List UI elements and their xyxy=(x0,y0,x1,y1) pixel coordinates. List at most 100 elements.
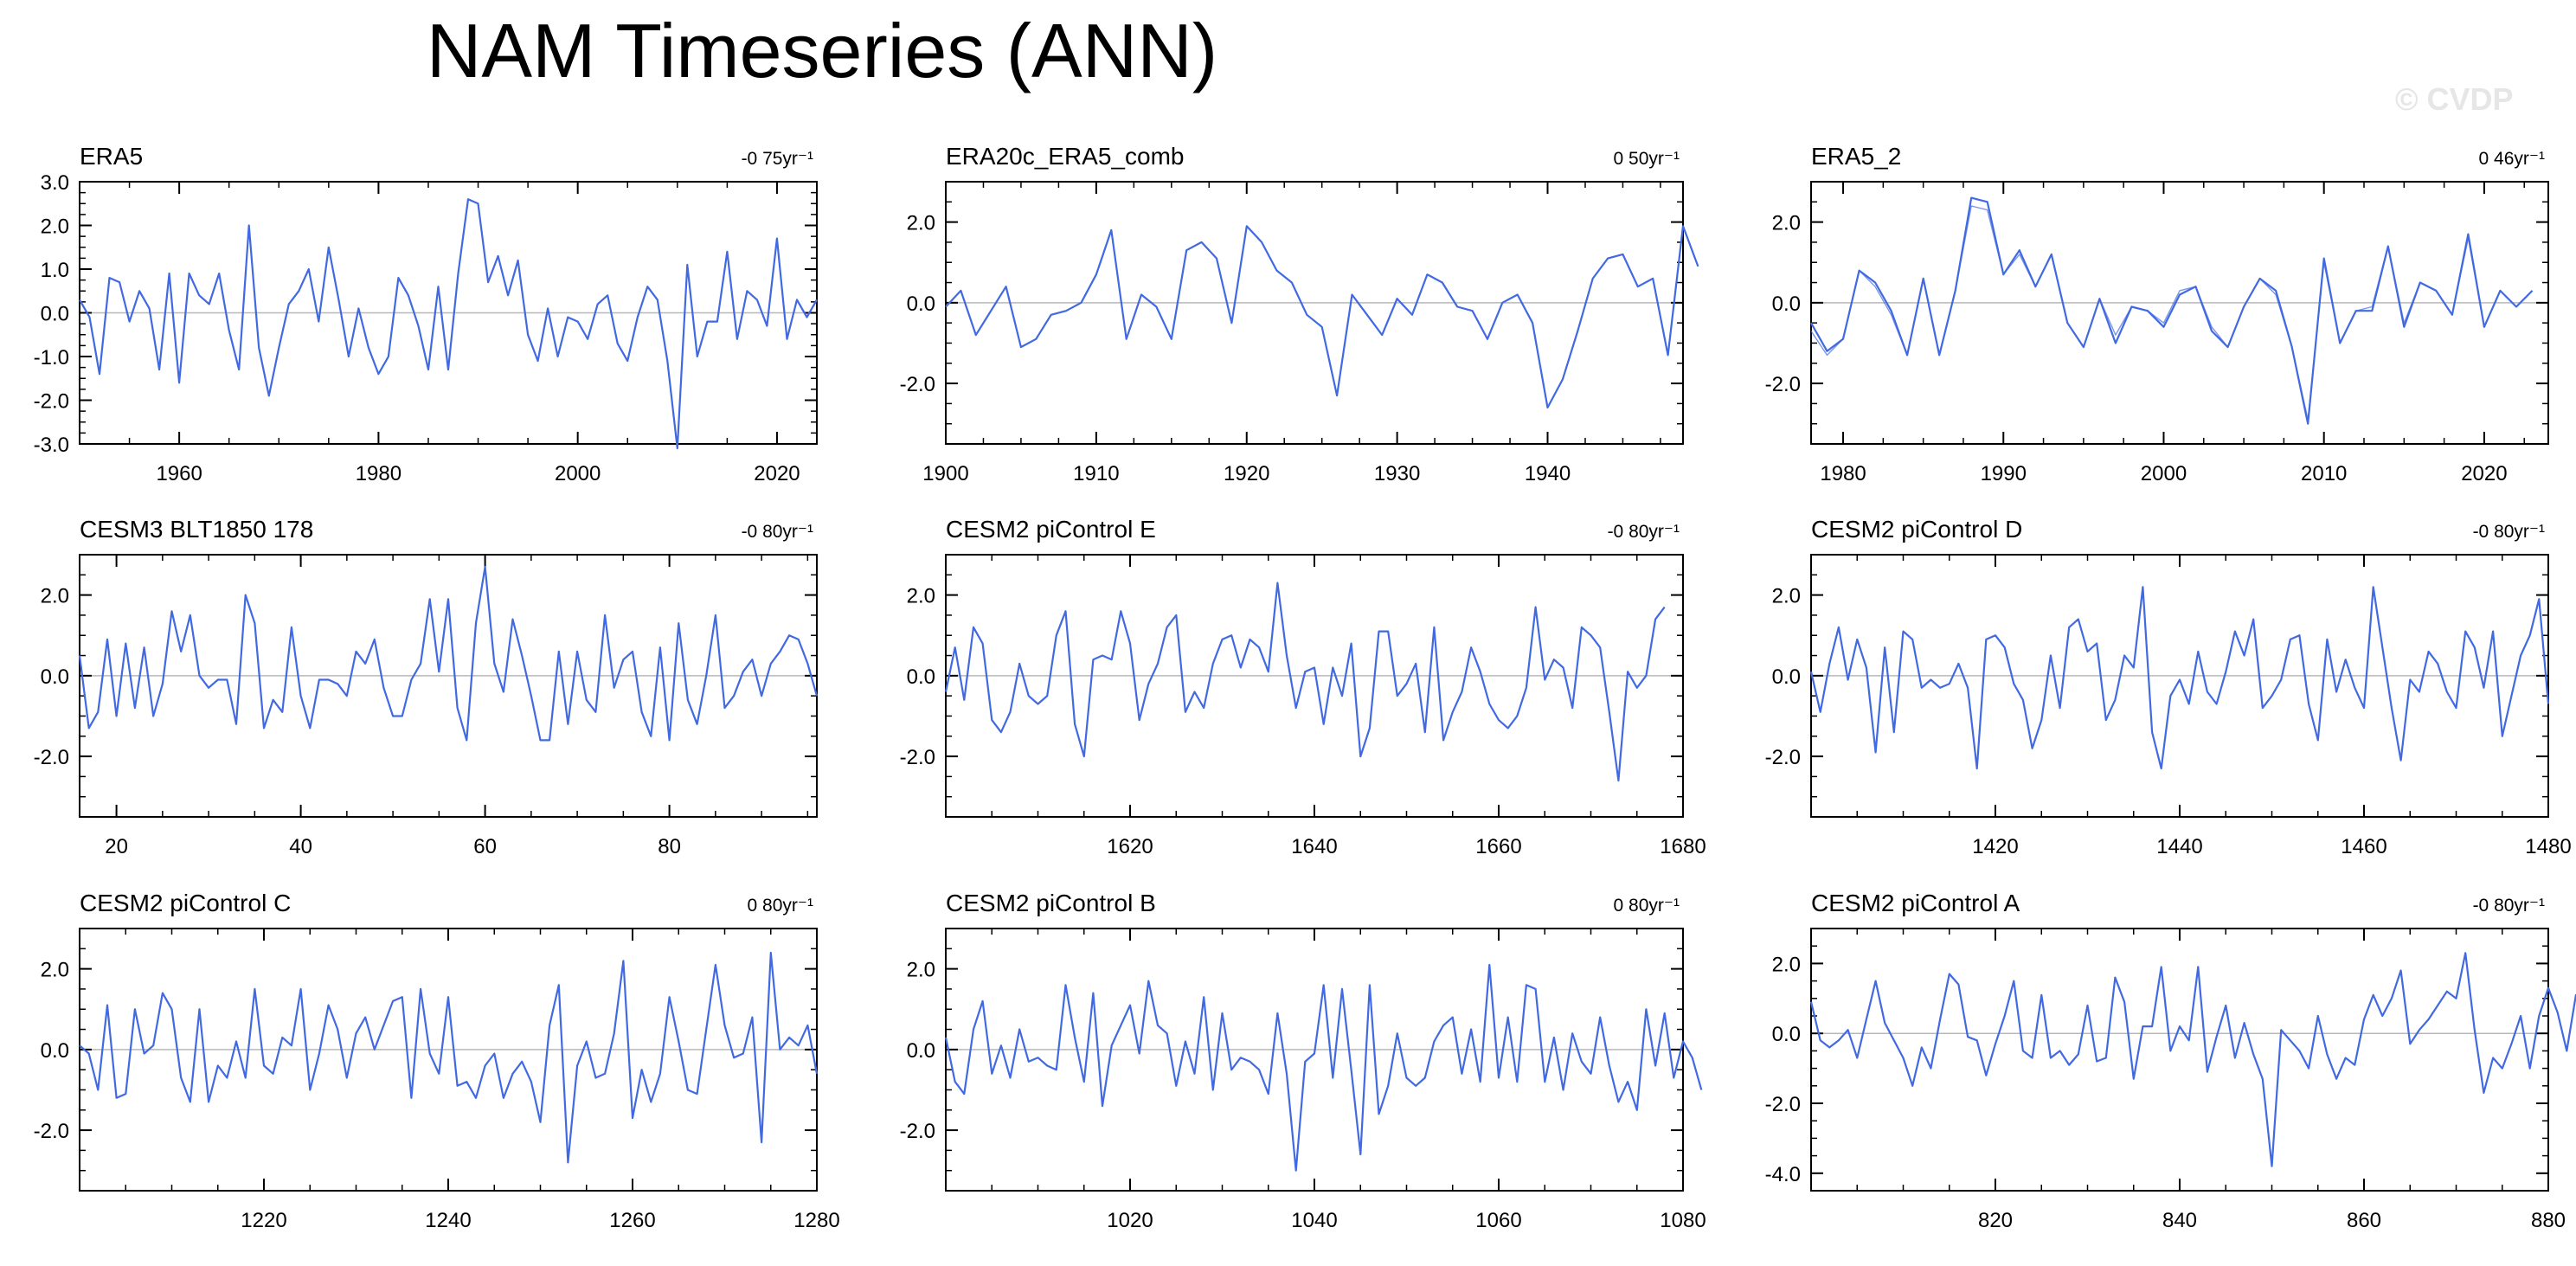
x-tick-label: 1020 xyxy=(1107,1209,1153,1232)
y-tick-label: 2.0 xyxy=(907,959,935,982)
x-tick-label: 1420 xyxy=(1972,835,2018,858)
x-tick-label: 1060 xyxy=(1475,1209,1521,1232)
chart-panel: CESM2 piControl C 0 80yr⁻¹ -2.0 0.0 2.0 1220 1… xyxy=(34,890,840,1232)
watermark: © CVDP xyxy=(2395,81,2514,117)
plot-frame xyxy=(1810,928,2549,1192)
x-tick-label: 880 xyxy=(2531,1209,2566,1232)
plot-frame xyxy=(1810,181,2549,445)
series-line xyxy=(1809,952,2576,1167)
x-tick-label: 1680 xyxy=(1660,835,1706,858)
x-tick-label: 1900 xyxy=(922,462,968,485)
y-tick-label: 0.0 xyxy=(41,1039,69,1063)
series-line xyxy=(1809,586,2550,770)
trend-label: 0 80yr⁻¹ xyxy=(748,896,813,916)
x-tick-label: 40 xyxy=(289,835,312,858)
y-tick-label: 2.0 xyxy=(41,959,69,982)
x-tick-label: 1910 xyxy=(1073,462,1119,485)
y-tick-label: 0.0 xyxy=(41,665,69,689)
panel-title: CESM2 piControl A xyxy=(1811,890,2020,916)
y-tick-label: -2.0 xyxy=(1765,373,1801,396)
x-tick-label: 1660 xyxy=(1475,835,1521,858)
y-tick-label: 0.0 xyxy=(907,292,935,316)
trend-label: -0 80yr⁻¹ xyxy=(2473,896,2545,916)
series-line xyxy=(78,565,819,742)
y-tick-label: -2.0 xyxy=(900,373,935,396)
x-tick-label: 1920 xyxy=(1224,462,1269,485)
y-tick-label: -4.0 xyxy=(1765,1163,1801,1186)
x-tick-label: 1990 xyxy=(1981,462,2027,485)
panel-title: ERA20c_ERA5_comb xyxy=(946,143,1184,170)
y-tick-label: 0.0 xyxy=(1772,665,1801,689)
x-tick-label: 840 xyxy=(2162,1209,2197,1232)
y-tick-label: 2.0 xyxy=(1772,585,1801,608)
panel-title: ERA5 xyxy=(80,143,143,170)
chart-panel: CESM3 BLT1850 178 -0 80yr⁻¹ -2.0 0.0 2.0 20 40… xyxy=(34,516,819,858)
plot-frame xyxy=(945,928,1684,1192)
x-tick-label: 1260 xyxy=(609,1209,655,1232)
trend-label: -0 75yr⁻¹ xyxy=(742,149,813,169)
y-tick-label: 2.0 xyxy=(41,215,69,239)
y-tick-label: 3.0 xyxy=(41,171,69,195)
y-tick-label: -2.0 xyxy=(900,1120,935,1143)
series-line xyxy=(1810,196,2534,425)
chart-panel: CESM2 piControl E -0 80yr⁻¹ -2.0 0.0 2.0 1620… xyxy=(900,516,1706,858)
x-tick-label: 1480 xyxy=(2525,835,2571,858)
y-tick-label: 2.0 xyxy=(907,585,935,608)
y-tick-label: 0.0 xyxy=(1772,292,1801,316)
y-tick-label: -2.0 xyxy=(34,390,69,414)
series-line xyxy=(944,582,1666,782)
y-tick-label: -2.0 xyxy=(1765,1093,1801,1116)
x-tick-label: 1080 xyxy=(1660,1209,1706,1232)
y-tick-label: 0.0 xyxy=(907,1039,935,1063)
y-tick-label: 2.0 xyxy=(1772,953,1801,976)
x-tick-label: 20 xyxy=(105,835,128,858)
series-line xyxy=(79,198,818,450)
chart-panel: ERA5 -0 75yr⁻¹ -3.0 -2.0 -1.0 0.0 1.0 2.0 3.0 196… xyxy=(34,143,818,485)
x-tick-label: 820 xyxy=(1978,1209,2013,1232)
x-tick-label: 1440 xyxy=(2156,835,2202,858)
trend-label: 0 46yr⁻¹ xyxy=(2479,149,2545,169)
trend-label: 0 50yr⁻¹ xyxy=(1614,149,1680,169)
y-tick-label: -2.0 xyxy=(34,1120,69,1143)
x-tick-label: 2020 xyxy=(2461,462,2507,485)
x-tick-label: 1640 xyxy=(1291,835,1337,858)
y-tick-label: 0.0 xyxy=(41,303,69,326)
y-tick-label: 0.0 xyxy=(907,665,935,689)
x-tick-label: 1980 xyxy=(1820,462,1866,485)
x-tick-label: 2010 xyxy=(2301,462,2347,485)
y-tick-label: 0.0 xyxy=(1772,1023,1801,1046)
y-tick-label: 1.0 xyxy=(41,259,69,282)
plot-frame xyxy=(945,181,1684,445)
chart-panel: CESM2 piControl D -0 80yr⁻¹ -2.0 0.0 2.0 1420… xyxy=(1765,516,2572,858)
trend-label: -0 80yr⁻¹ xyxy=(742,522,813,542)
series-line xyxy=(79,951,819,1164)
x-tick-label: 1940 xyxy=(1525,462,1571,485)
y-tick-label: -3.0 xyxy=(34,434,69,457)
panel-title: CESM2 piControl D xyxy=(1811,516,2022,543)
trend-label: 0 80yr⁻¹ xyxy=(1614,896,1680,916)
x-tick-label: 2020 xyxy=(754,462,800,485)
x-tick-label: 860 xyxy=(2347,1209,2381,1232)
series-line xyxy=(945,225,1699,409)
y-tick-label: 2.0 xyxy=(907,212,935,235)
y-tick-label: -1.0 xyxy=(34,346,69,370)
panel-title: CESM2 piControl B xyxy=(946,890,1156,916)
series-line xyxy=(944,963,1703,1172)
panel-title: CESM2 piControl C xyxy=(80,890,291,916)
x-tick-label: 1930 xyxy=(1374,462,1420,485)
x-tick-label: 1960 xyxy=(156,462,202,485)
x-tick-label: 1240 xyxy=(425,1209,471,1232)
x-tick-label: 80 xyxy=(658,835,681,858)
x-tick-label: 1280 xyxy=(793,1209,839,1232)
y-tick-label: -2.0 xyxy=(34,746,69,769)
trend-label: -0 80yr⁻¹ xyxy=(2473,522,2545,542)
x-tick-label: 1980 xyxy=(356,462,401,485)
chart-panel: CESM2 piControl B 0 80yr⁻¹ -2.0 0.0 2.0 1020 1… xyxy=(900,890,1706,1232)
y-tick-label: 2.0 xyxy=(1772,212,1801,235)
chart-panel: CESM2 piControl A -0 80yr⁻¹ -4.0 -2.0 0.0 2.0… xyxy=(1765,890,2576,1232)
panel-title: CESM2 piControl E xyxy=(946,516,1156,543)
plot-frame xyxy=(79,554,818,818)
trend-label: -0 80yr⁻¹ xyxy=(1608,522,1680,542)
y-tick-label: -2.0 xyxy=(900,746,935,769)
